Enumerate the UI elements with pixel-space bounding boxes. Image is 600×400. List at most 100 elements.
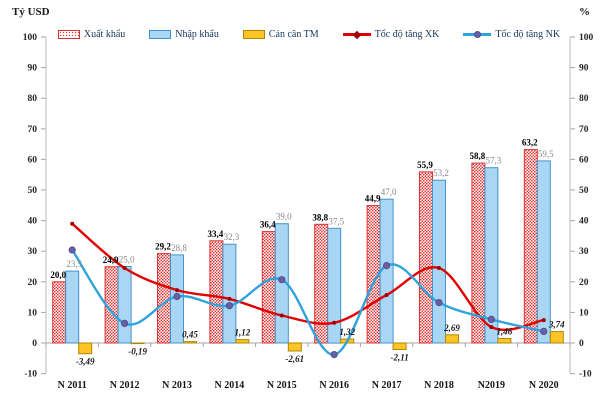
y-axis-tick-label-left: 0 — [32, 339, 37, 349]
value-label-xuat-khau-2014: 33,4 — [208, 229, 224, 239]
legend-label-can-can-tm: Cán cân TM — [268, 29, 319, 40]
value-label-nhap-khau-2020: 59,5 — [538, 149, 554, 159]
y-axis-tick-label-right: 90 — [579, 64, 589, 74]
value-label-nhap-khau-2013: 28,8 — [171, 243, 187, 253]
marker-toc-do-tang-xk-2020 — [541, 318, 546, 323]
legend-item-can-can-tm: Cán cân TM — [242, 29, 319, 40]
value-label-xuat-khau-2013: 29,2 — [155, 242, 171, 252]
legend-swatch-can-can-tm-icon — [242, 30, 265, 39]
y-axis-tick-label-right: -10 — [579, 370, 592, 380]
x-axis-label-2020: N 2020 — [529, 380, 559, 391]
y-axis-tick-label-left: 70 — [28, 125, 38, 135]
value-label-can-can-tm-2016: 1,32 — [339, 327, 355, 337]
value-label-can-can-tm-2015: -2,61 — [285, 354, 304, 364]
bar-nhap-khau-2011 — [65, 270, 80, 344]
x-axis-label-2012: N 2012 — [110, 380, 140, 391]
legend-item-nhap-khau: Nhập khẩu — [149, 29, 219, 40]
bar-xuat-khau-2016 — [314, 223, 329, 344]
bar-can-can-tm-2018 — [445, 334, 459, 344]
y-axis-tick-label-right: 100 — [579, 33, 594, 43]
marker-toc-do-tang-nk-2018 — [435, 298, 443, 307]
y-axis-tick-label-left: 100 — [23, 33, 38, 43]
marker-toc-do-tang-xk-2014 — [227, 296, 232, 301]
marker-toc-do-tang-xk-2017 — [384, 293, 389, 297]
marker-toc-do-tang-nk-2015 — [278, 276, 286, 284]
bar-nhap-khau-2020 — [536, 160, 551, 344]
x-axis-label-2014: N 2014 — [215, 380, 245, 391]
legend-swatch-toc-do-tang-nk-icon — [463, 30, 492, 39]
line-toc-do-tang-nk — [71, 248, 545, 356]
bar-nhap-khau-2016 — [327, 227, 342, 344]
bar-xuat-khau-2015 — [261, 231, 276, 344]
marker-toc-do-tang-nk-2011 — [68, 246, 76, 254]
value-label-nhap-khau-2017: 47,0 — [381, 187, 397, 197]
bar-xuat-khau-2011 — [52, 281, 67, 344]
value-label-nhap-khau-2016: 37,5 — [328, 216, 344, 226]
x-axis-label-2016: N 2016 — [319, 380, 349, 391]
bar-xuat-khau-2020 — [523, 149, 538, 344]
y-axis-tick-label-left: 80 — [28, 94, 38, 104]
x-axis-label-2013: N 2013 — [162, 380, 192, 391]
bar-can-can-tm-2017 — [392, 342, 407, 350]
value-label-nhap-khau-2019: 57,3 — [486, 156, 502, 166]
y-axis-tick-label-left: 30 — [28, 247, 38, 257]
marker-toc-do-tang-nk-2014 — [225, 302, 233, 310]
bar-nhap-khau-2018 — [432, 179, 446, 344]
value-label-xuat-khau-2017: 44,9 — [365, 194, 381, 204]
y-axis-tick-label-right: 10 — [579, 308, 589, 318]
value-label-can-can-tm-2020: 3,74 — [548, 320, 565, 330]
marker-toc-do-tang-nk-2017 — [382, 261, 391, 270]
value-label-xuat-khau-2018: 55,9 — [417, 160, 433, 170]
y-axis-tick-label-right: 60 — [579, 155, 589, 165]
value-label-xuat-khau-2012: 24,9 — [103, 255, 119, 265]
value-label-nhap-khau-2014: 32,3 — [224, 232, 240, 242]
marker-toc-do-tang-xk-2012 — [122, 266, 127, 270]
value-label-xuat-khau-2016: 38,8 — [312, 212, 328, 222]
value-label-nhap-khau-2015: 39,0 — [276, 212, 292, 222]
legend-item-toc-do-tang-nk: Tốc độ tăng NK — [463, 29, 560, 40]
marker-toc-do-tang-xk-2019 — [489, 325, 494, 330]
y-axis-tick-label-left: -10 — [24, 370, 37, 380]
y-axis-tick-label-left: 40 — [28, 217, 38, 227]
bar-can-can-tm-2019 — [497, 338, 512, 344]
y-axis-tick-label-left: 60 — [28, 155, 38, 165]
y-axis-tick-label-right: 40 — [579, 217, 589, 227]
x-axis-label-2017: N 2017 — [372, 380, 402, 391]
bar-nhap-khau-2012 — [117, 266, 132, 344]
value-label-can-can-tm-2012: -0,19 — [128, 347, 147, 357]
marker-toc-do-tang-xk-2013 — [175, 288, 179, 293]
bar-nhap-khau-2014 — [222, 243, 237, 344]
line-toc-do-tang-xk — [71, 222, 545, 332]
marker-toc-do-tang-nk-2013 — [173, 292, 181, 301]
legend-item-xuat-khau: Xuất khẩu — [57, 29, 126, 40]
right-axis-title: % — [579, 6, 590, 18]
x-axis-label-2011: N 2011 — [58, 380, 87, 391]
value-label-can-can-tm-2017: -2,11 — [390, 352, 408, 362]
marker-toc-do-tang-nk-2012 — [121, 319, 129, 327]
y-axis-tick-label-left: 90 — [28, 64, 38, 74]
value-label-nhap-khau-2018: 53,2 — [433, 168, 449, 178]
marker-toc-do-tang-xk-2015 — [279, 313, 284, 318]
y-axis-tick-label-right: 20 — [579, 278, 589, 288]
legend-swatch-toc-do-tang-xk-icon — [342, 30, 371, 39]
legend-label-xuat-khau: Xuất khẩu — [83, 29, 126, 40]
bar-nhap-khau-2015 — [274, 223, 289, 344]
value-label-xuat-khau-2019: 58,8 — [470, 151, 486, 161]
marker-toc-do-tang-nk-2019 — [487, 315, 495, 323]
value-label-can-can-tm-2011: -3,49 — [76, 357, 95, 367]
y-axis-tick-label-right: 30 — [579, 247, 589, 257]
y-axis-tick-label-left: 10 — [28, 308, 38, 318]
bar-can-can-tm-2014 — [235, 339, 250, 344]
y-axis-tick-label-right: 50 — [579, 186, 589, 196]
bar-xuat-khau-2018 — [419, 171, 433, 344]
left-axis-title: Tỷ USD — [12, 6, 50, 18]
bar-xuat-khau-2014 — [209, 240, 224, 344]
y-axis-tick-label-left: 50 — [28, 186, 38, 196]
bar-can-can-tm-2013 — [183, 341, 197, 344]
y-axis-tick-label-left: 20 — [28, 278, 38, 288]
marker-toc-do-tang-nk-2016 — [330, 350, 338, 359]
marker-toc-do-tang-xk-2018 — [437, 266, 441, 270]
marker-toc-do-tang-nk-2020 — [540, 327, 548, 335]
legend-swatch-xuat-khau-icon — [57, 30, 80, 39]
